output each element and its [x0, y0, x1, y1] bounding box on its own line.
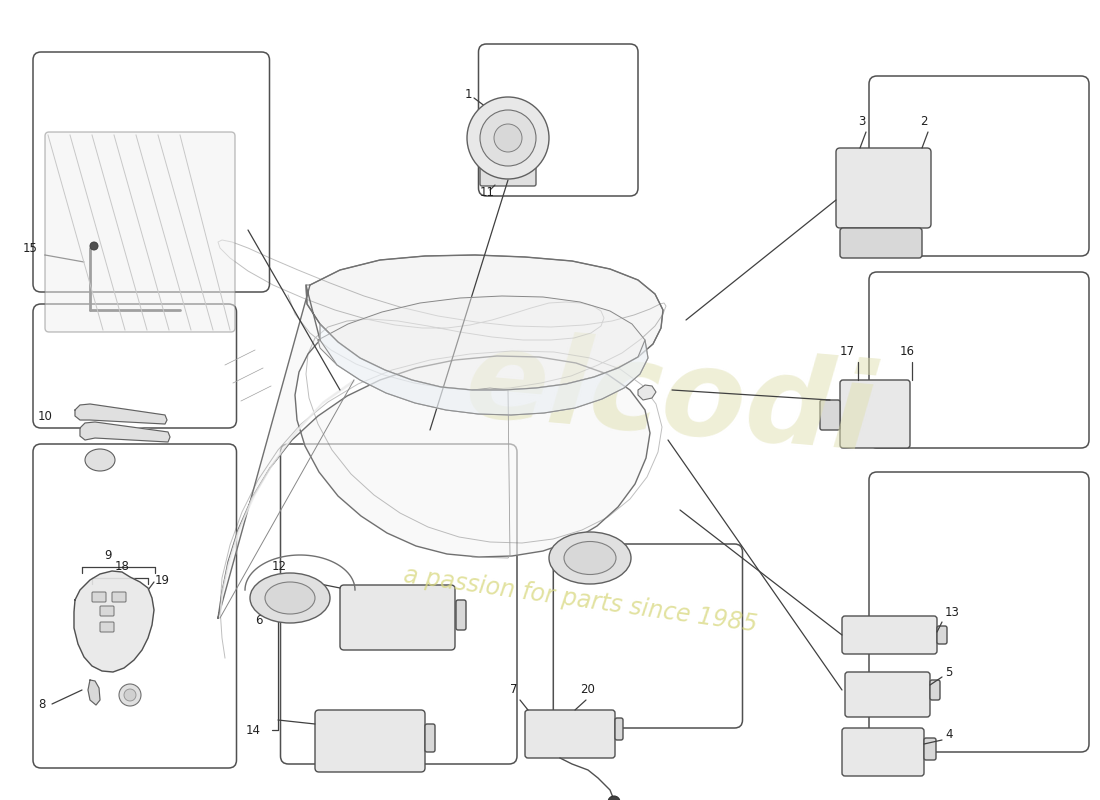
- Polygon shape: [74, 571, 154, 672]
- Text: 19: 19: [155, 574, 170, 586]
- FancyBboxPatch shape: [842, 616, 937, 654]
- Ellipse shape: [494, 124, 522, 152]
- Text: 2: 2: [920, 115, 927, 128]
- Text: 13: 13: [945, 606, 960, 618]
- Ellipse shape: [564, 542, 616, 574]
- FancyBboxPatch shape: [615, 718, 623, 740]
- Ellipse shape: [85, 449, 116, 471]
- Text: 20: 20: [580, 683, 595, 696]
- Text: 11: 11: [480, 186, 495, 199]
- Polygon shape: [218, 255, 663, 618]
- Polygon shape: [306, 255, 663, 390]
- Text: 3: 3: [858, 115, 866, 128]
- Text: 10: 10: [39, 410, 53, 422]
- Text: 1: 1: [464, 89, 472, 102]
- FancyBboxPatch shape: [92, 592, 106, 602]
- FancyBboxPatch shape: [100, 606, 114, 616]
- FancyBboxPatch shape: [112, 592, 126, 602]
- Text: 4: 4: [945, 729, 953, 742]
- FancyBboxPatch shape: [820, 400, 840, 430]
- Text: 5: 5: [945, 666, 953, 678]
- Ellipse shape: [608, 796, 620, 800]
- FancyBboxPatch shape: [836, 148, 931, 228]
- Ellipse shape: [119, 684, 141, 706]
- Ellipse shape: [480, 110, 536, 166]
- Ellipse shape: [549, 532, 631, 584]
- Ellipse shape: [468, 97, 549, 179]
- FancyBboxPatch shape: [480, 166, 536, 186]
- FancyBboxPatch shape: [425, 724, 435, 752]
- FancyBboxPatch shape: [456, 600, 466, 630]
- FancyBboxPatch shape: [525, 710, 615, 758]
- Polygon shape: [75, 404, 167, 424]
- Text: a passion for parts since 1985: a passion for parts since 1985: [402, 563, 758, 637]
- FancyBboxPatch shape: [845, 672, 930, 717]
- Text: elcodi: elcodi: [461, 324, 880, 476]
- Polygon shape: [80, 422, 170, 442]
- Text: 15: 15: [23, 242, 38, 254]
- FancyBboxPatch shape: [340, 585, 455, 650]
- Text: 8: 8: [39, 698, 45, 711]
- Text: 9: 9: [104, 549, 112, 562]
- Text: 14: 14: [246, 723, 261, 737]
- FancyBboxPatch shape: [937, 626, 947, 644]
- Ellipse shape: [250, 573, 330, 623]
- Ellipse shape: [124, 689, 136, 701]
- Text: 18: 18: [114, 560, 130, 573]
- Polygon shape: [220, 380, 354, 618]
- FancyBboxPatch shape: [315, 710, 425, 772]
- FancyBboxPatch shape: [45, 132, 235, 332]
- Polygon shape: [88, 680, 100, 705]
- Text: 7: 7: [510, 683, 517, 696]
- Polygon shape: [638, 385, 656, 400]
- FancyBboxPatch shape: [842, 728, 924, 776]
- Text: 12: 12: [272, 560, 287, 573]
- FancyBboxPatch shape: [924, 738, 936, 760]
- Ellipse shape: [90, 242, 98, 250]
- Text: 16: 16: [900, 345, 915, 358]
- Polygon shape: [320, 324, 648, 415]
- Text: 17: 17: [840, 345, 855, 358]
- Polygon shape: [318, 296, 648, 415]
- FancyBboxPatch shape: [930, 680, 940, 700]
- FancyBboxPatch shape: [840, 228, 922, 258]
- Ellipse shape: [265, 582, 315, 614]
- FancyBboxPatch shape: [840, 380, 910, 448]
- Text: 6: 6: [255, 614, 263, 626]
- FancyBboxPatch shape: [100, 622, 114, 632]
